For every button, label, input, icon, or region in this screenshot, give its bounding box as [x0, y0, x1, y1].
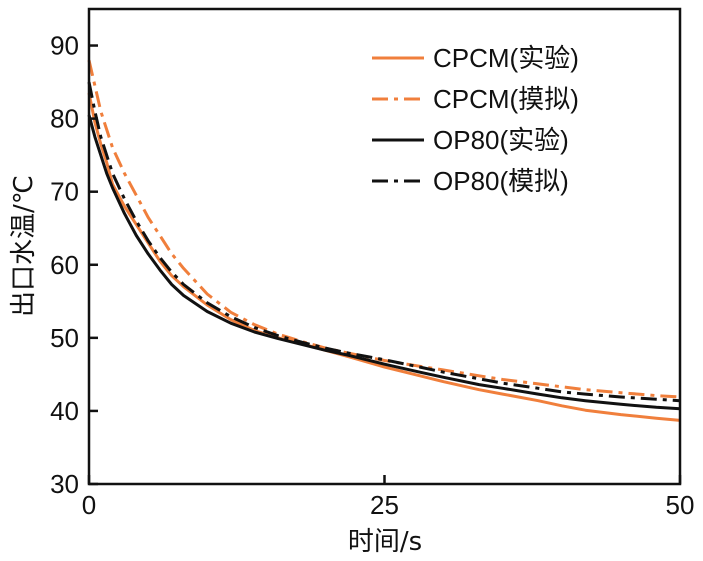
y-tick-label: 90	[50, 31, 79, 61]
y-axis-title: 出口水温/℃	[9, 175, 39, 317]
legend-label-1: CPCM(实验)	[433, 43, 579, 73]
y-tick-label: 30	[50, 469, 79, 499]
legend-label-4: OP80(模拟)	[433, 166, 569, 196]
y-tick-label: 50	[50, 323, 79, 353]
y-tick-label: 70	[50, 177, 79, 207]
legend-label-3: OP80(实验)	[433, 125, 569, 155]
x-tick-label: 25	[370, 490, 399, 520]
x-tick-label: 0	[82, 490, 96, 520]
x-axis-title: 时间/s	[348, 527, 422, 557]
plot-frame	[87, 7, 682, 486]
ticks-layer	[87, 44, 682, 486]
y-tick-label: 60	[50, 250, 79, 280]
x-tick-label: 50	[666, 490, 695, 520]
legend: CPCM(实验) CPCM(摸拟) OP80(实验) OP80(模拟)	[372, 43, 579, 196]
series-line-2	[87, 59, 681, 399]
legend-label-2: CPCM(摸拟)	[433, 84, 579, 114]
series-line-3	[87, 114, 681, 411]
series-line-4	[87, 81, 681, 403]
series-line-1	[87, 92, 681, 422]
tick-labels-layer: 0 25 50 30 40 50 60 70 80 90	[50, 31, 694, 520]
series-layer	[87, 59, 681, 422]
y-tick-label: 80	[50, 104, 79, 134]
y-tick-label: 40	[50, 396, 79, 426]
